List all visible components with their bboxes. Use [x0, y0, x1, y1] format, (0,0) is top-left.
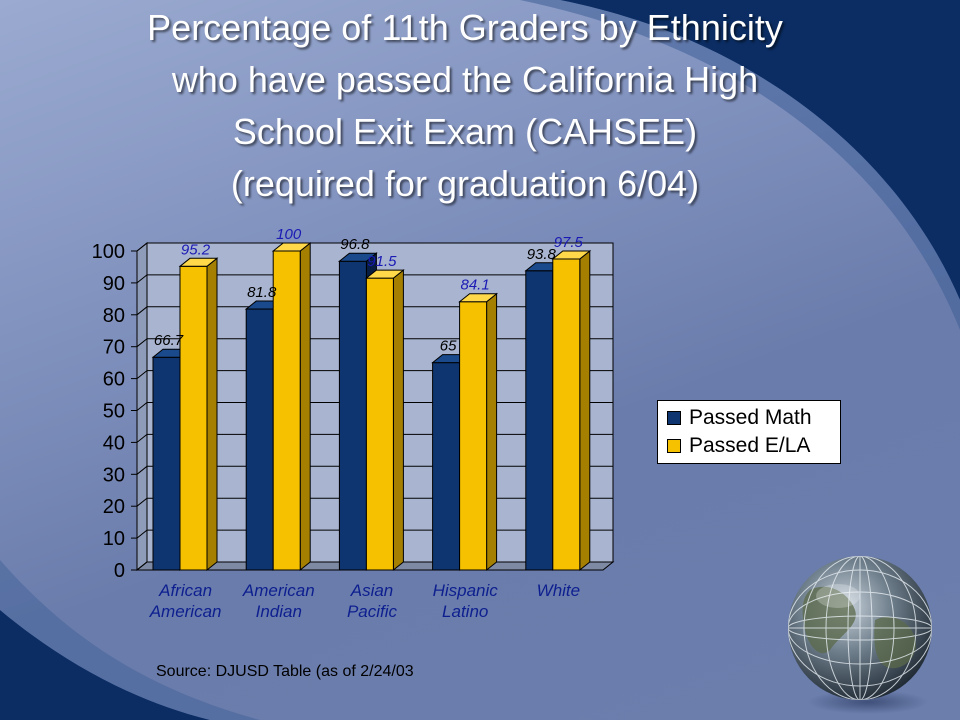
legend-label-ela: Passed E/LA — [689, 434, 811, 457]
x-category-label: American — [149, 602, 222, 621]
gridline — [136, 338, 613, 348]
bar-math-2 — [338, 260, 367, 571]
y-tick-label: 60 — [103, 369, 125, 391]
chart-legend: Passed Math Passed E/LA — [657, 400, 841, 464]
x-category-label: American — [242, 581, 315, 600]
y-tick-label: 80 — [103, 305, 125, 327]
gridline — [136, 242, 613, 252]
y-tick-label: 10 — [103, 528, 125, 550]
bar-ela-3-value-label: 84.1 — [460, 277, 489, 294]
bar-ela-4-value-label: 97.5 — [554, 234, 584, 251]
legend-swatch-ela — [667, 439, 681, 453]
title-line-3: School Exit Exam (CAHSEE) — [232, 111, 698, 152]
bar-math-4 — [525, 270, 554, 571]
gridline — [136, 274, 613, 284]
bar-ela-4-top — [551, 250, 592, 260]
bar-ela-2 — [365, 277, 394, 571]
y-tick-label: 40 — [103, 432, 125, 454]
bar-math-0-value-label: 66.7 — [154, 332, 184, 349]
bar-ela-1-side — [299, 241, 311, 572]
bar-math-3 — [432, 362, 461, 571]
bar-math-0 — [152, 356, 181, 571]
bar-math-3-value-label: 65 — [440, 338, 457, 355]
bar-math-2-top — [337, 252, 378, 262]
x-category-label: Hispanic — [433, 581, 499, 600]
bar-math-4-value-label: 93.8 — [527, 246, 557, 263]
bar-ela-4-side — [579, 249, 591, 572]
source-note: Source: DJUSD Table (as of 2/24/03 — [156, 663, 414, 680]
bar-ela-3 — [459, 301, 488, 571]
legend-swatch-math — [667, 411, 681, 425]
title-line-1: Percentage of 11th Graders by Ethnicity — [147, 7, 783, 48]
x-category-label: Asian — [350, 581, 394, 600]
y-tick-label: 50 — [103, 401, 125, 423]
bar-ela-1 — [272, 250, 301, 571]
bar-ela-0-value-label: 95.2 — [181, 241, 211, 258]
bar-ela-4 — [552, 258, 581, 571]
bar-ela-0 — [179, 265, 208, 571]
bar-ela-0-top — [178, 257, 219, 267]
y-tick-label: 90 — [103, 273, 125, 295]
bar-math-1-value-label: 81.8 — [247, 284, 277, 301]
y-tick-label: 100 — [92, 241, 125, 263]
x-category-label: African — [158, 581, 212, 600]
legend-label-math: Passed Math — [689, 406, 812, 429]
y-tick-label: 20 — [103, 496, 125, 518]
bar-math-2-value-label: 96.8 — [340, 236, 370, 253]
bar-ela-2-top — [364, 269, 405, 279]
y-tick-label: 0 — [114, 560, 125, 582]
bar-ela-0-side — [206, 257, 218, 572]
bar-ela-1-value-label: 100 — [276, 226, 302, 243]
x-category-label: Latino — [442, 602, 488, 621]
title-line-4: (required for graduation 6/04) — [230, 163, 700, 204]
bar-ela-3-side — [486, 292, 498, 572]
x-category-label: White — [537, 581, 580, 600]
title-line-2: who have passed the California High — [171, 59, 759, 100]
x-category-label: Indian — [256, 602, 302, 621]
legend-item-math: Passed Math — [667, 406, 812, 430]
slide-title: Percentage of 11th Graders by Ethnicity … — [40, 2, 890, 210]
y-tick-label: 30 — [103, 464, 125, 486]
bar-ela-2-value-label: 91.5 — [367, 253, 397, 270]
legend-item-ela: Passed E/LA — [667, 434, 810, 458]
bar-ela-2-side — [392, 269, 404, 572]
y-tick-label: 70 — [103, 337, 125, 359]
gridline — [136, 306, 613, 316]
bar-ela-1-top — [271, 242, 312, 252]
bar-ela-3-top — [458, 293, 499, 303]
bar-math-1 — [245, 308, 274, 571]
x-category-label: Pacific — [347, 602, 398, 621]
globe-icon — [788, 556, 932, 714]
